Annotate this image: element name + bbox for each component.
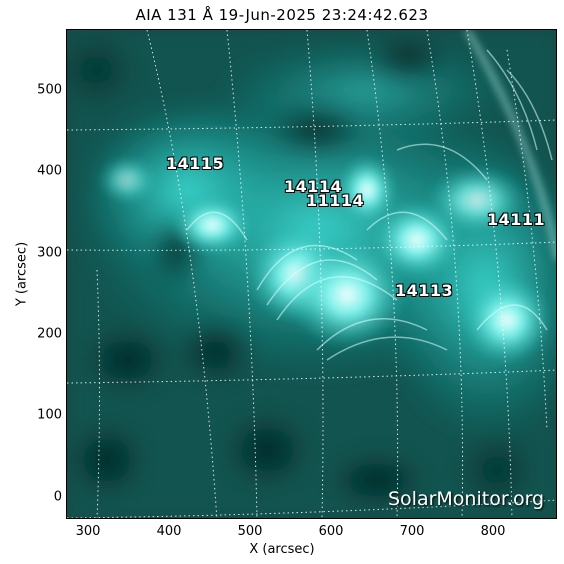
watermark: SolarMonitor.org <box>388 488 545 510</box>
image-title: AIA 131 Å 19-Jun-2025 23:24:42.623 <box>135 6 429 24</box>
x-tick-label: 400 <box>156 524 182 539</box>
y-tick-label: 0 <box>53 489 62 505</box>
y-tick-label: 400 <box>37 163 62 179</box>
region-label-14111: 14111 <box>487 210 546 229</box>
x-axis-label: X (arcsec) <box>249 542 315 557</box>
x-tick-label: 600 <box>318 524 344 539</box>
region-label-14113: 14113 <box>395 281 454 300</box>
x-tick-label: 300 <box>75 524 101 539</box>
y-axis-label: Y (arcsec) <box>14 241 30 307</box>
region-label-11114: 11114 <box>306 191 365 210</box>
y-tick-label: 500 <box>37 82 62 98</box>
y-tick-label: 200 <box>37 326 62 342</box>
x-tick-label: 800 <box>480 524 506 539</box>
x-tick-label: 700 <box>399 524 425 539</box>
y-tick-label: 100 <box>37 407 62 423</box>
solar-image-frame <box>66 29 557 519</box>
region-label-14114: 14114 <box>284 177 343 196</box>
solar-image <box>67 30 556 518</box>
x-tick-label: 500 <box>237 524 263 539</box>
y-tick-label: 300 <box>37 245 62 261</box>
region-label-14115: 14115 <box>166 154 225 173</box>
